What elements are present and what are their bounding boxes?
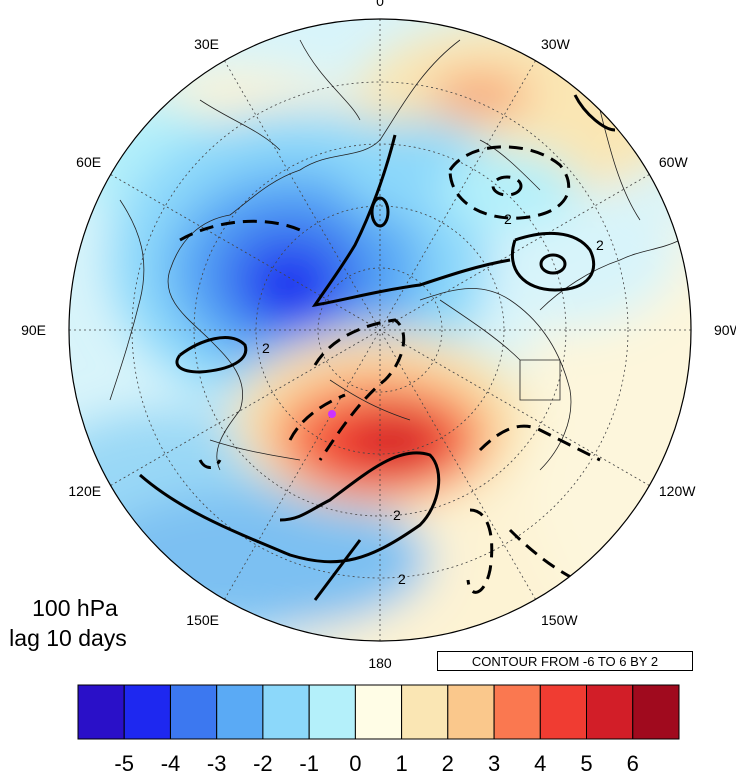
- map-boundary: [68, 18, 692, 642]
- colorbar-tick-label: 4: [534, 751, 546, 776]
- colorbar-swatch: [539, 684, 587, 740]
- contour-label: 2: [398, 571, 406, 587]
- colorbar: -5 -4 -3 -2 -1 0 1 2 3 4 5 6: [77, 684, 680, 776]
- longitude-label: 150E: [186, 612, 219, 628]
- colorbar-tick-label: 6: [627, 751, 639, 776]
- colorbar-tick-label: 2: [442, 751, 454, 776]
- longitude-label: 150W: [541, 612, 578, 628]
- longitude-labels: 0 30W 60W 90W 120W 150W 180 150E 120E 90E 60E 30E: [21, 0, 736, 671]
- longitude-label: 120W: [659, 483, 696, 499]
- contour-label: 2: [262, 340, 270, 356]
- colorbar-tick-label: -3: [207, 751, 227, 776]
- polar-map: 2 2 2 2 2 0 30W 60W 90W 120W 150W 180 150E 120E 9…: [21, 0, 736, 671]
- colorbar-tick-label: -5: [114, 751, 134, 776]
- colorbar-swatch: [262, 684, 310, 740]
- longitude-label: 60E: [76, 154, 101, 170]
- colorbar-swatch: [401, 684, 449, 740]
- lag-label: lag 10 days: [9, 625, 127, 651]
- longitude-label: 90E: [21, 322, 46, 338]
- colorbar-swatch: [308, 684, 356, 740]
- colorbar-tick-label: 3: [488, 751, 500, 776]
- colorbar-swatch: [493, 684, 541, 740]
- colorbar-swatch: [216, 684, 264, 740]
- longitude-label: 60W: [659, 154, 689, 170]
- longitude-label: 30E: [194, 36, 219, 52]
- colorbar-tick-label: -4: [161, 751, 181, 776]
- colorbar-swatch: [632, 684, 680, 740]
- graticule: [69, 19, 691, 641]
- coastlines: [109, 39, 681, 471]
- colorbar-tick-label: -2: [253, 751, 273, 776]
- contour-info-box: CONTOUR FROM -6 TO 6 BY 2: [437, 651, 693, 671]
- longitude-label: 0: [376, 0, 384, 9]
- shaded-field: [69, 19, 691, 641]
- longitude-label: 180: [368, 655, 392, 671]
- contour-labels: 2 2 2 2 2: [262, 211, 604, 587]
- contour-label: 2: [504, 211, 512, 227]
- colorbar-tick-label: -1: [299, 751, 319, 776]
- colorbar-tick-label: 1: [395, 751, 407, 776]
- contour-label: 2: [393, 507, 401, 523]
- colorbar-tick-labels: -5 -4 -3 -2 -1 0 1 2 3 4 5 6: [114, 751, 639, 776]
- colorbar-swatch: [123, 684, 171, 740]
- colorbar-swatch: [586, 684, 634, 740]
- colorbar-swatches: [77, 684, 680, 740]
- positive-contours: [139, 94, 616, 612]
- colorbar-swatch: [77, 684, 125, 740]
- colorbar-tick-label: 5: [580, 751, 592, 776]
- location-marker: [328, 410, 336, 418]
- longitude-label: 30W: [541, 36, 571, 52]
- colorbar-swatch: [170, 684, 218, 740]
- longitude-label: 120E: [68, 483, 101, 499]
- colorbar-swatch: [447, 684, 495, 740]
- colorbar-swatch: [354, 684, 403, 740]
- pressure-level-label: 100 hPa: [32, 595, 118, 621]
- contour-label: 2: [596, 237, 604, 253]
- colorbar-tick-label: 0: [349, 751, 361, 776]
- longitude-label: 90W: [714, 322, 736, 338]
